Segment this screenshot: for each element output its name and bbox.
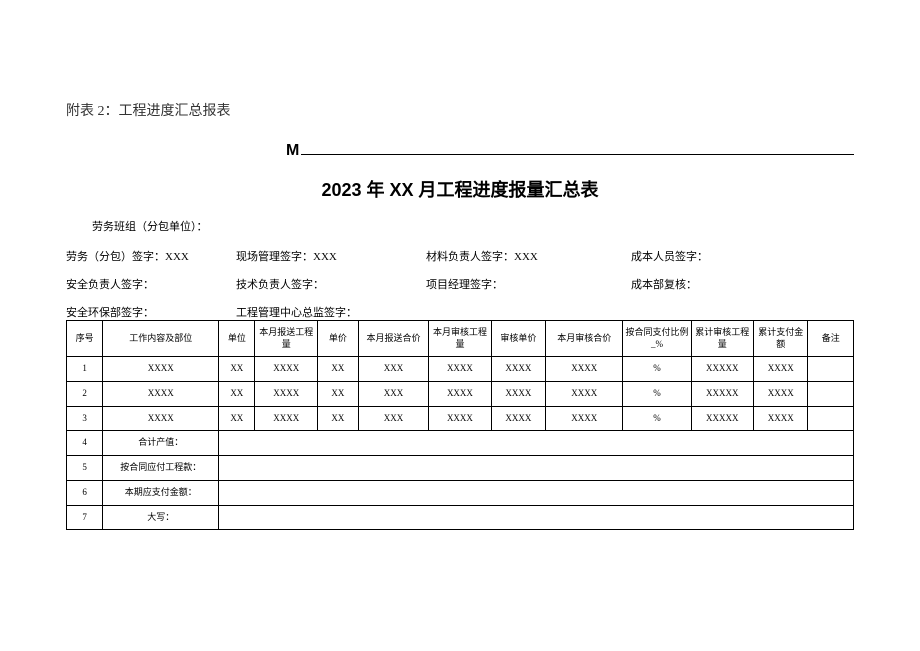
- sig-cost-review: 成本部复核：: [631, 276, 854, 292]
- summary-row: 4合计产值：: [67, 431, 854, 456]
- cell-cum_amt: XXXX: [753, 406, 808, 431]
- cell-summary-value: [219, 456, 854, 481]
- table-row: 3XXXXXXXXXXXXXXXXXXXXXXXXXXX%XXXXXXXXX: [67, 406, 854, 431]
- cell-summary-value: [219, 431, 854, 456]
- sig-row-1: 劳务（分包）签字：XXX 现场管理签字：XXX 材料负责人签字：XXX 成本人员…: [66, 248, 854, 264]
- header-note: 附表 2：工程进度汇总报表: [66, 100, 854, 120]
- sub-line: 劳务班组（分包单位）：: [66, 218, 854, 234]
- cell-qty: XXXX: [255, 382, 317, 407]
- th-qty: 本月报送工程量: [255, 321, 317, 357]
- cell-remark: [808, 406, 854, 431]
- cell-cum_qty: XXXXX: [691, 382, 753, 407]
- cell-summary-value: [219, 480, 854, 505]
- cell-price: XX: [317, 382, 358, 407]
- cell-seq: 1: [67, 357, 103, 382]
- cell-price: XX: [317, 406, 358, 431]
- cell-total: XXX: [358, 382, 428, 407]
- cell-summary-value: [219, 505, 854, 530]
- th-unit: 单位: [219, 321, 255, 357]
- cell-unit: XX: [219, 382, 255, 407]
- th-audit-qty: 本月审核工程量: [429, 321, 491, 357]
- cell-cum_qty: XXXXX: [691, 357, 753, 382]
- sig-site: 现场管理签字：XXX: [236, 248, 426, 264]
- th-remark: 备注: [808, 321, 854, 357]
- table-row: 1XXXXXXXXXXXXXXXXXXXXXXXXXXX%XXXXXXXXX: [67, 357, 854, 382]
- main-title: 2023 年 XX 月工程进度报量汇总表: [66, 176, 854, 202]
- cell-content: XXXX: [103, 382, 219, 407]
- cell-summary-label: 大写：: [103, 505, 219, 530]
- sig-labor: 劳务（分包）签字：XXX: [66, 248, 236, 264]
- cell-summary-label: 按合同应付工程款：: [103, 456, 219, 481]
- th-cum-amt: 累计支付金额: [753, 321, 808, 357]
- cell-total: XXX: [358, 406, 428, 431]
- table-row: 2XXXXXXXXXXXXXXXXXXXXXXXXXXX%XXXXXXXXX: [67, 382, 854, 407]
- cell-seq: 3: [67, 406, 103, 431]
- cell-audit_price: XXXX: [491, 357, 546, 382]
- cell-summary-label: 本期应支付金额：: [103, 480, 219, 505]
- cell-ratio: %: [623, 382, 691, 407]
- table-header-row: 序号 工作内容及部位 单位 本月报送工程量 单价 本月报送合价 本月审核工程量 …: [67, 321, 854, 357]
- cell-ratio: %: [623, 357, 691, 382]
- sig-safety-env: 安全环保部签字：: [66, 304, 236, 320]
- cell-unit: XX: [219, 357, 255, 382]
- cell-seq: 4: [67, 431, 103, 456]
- sig-pm: 项目经理签字：: [426, 276, 631, 292]
- cell-audit_qty: XXXX: [429, 406, 491, 431]
- cell-qty: XXXX: [255, 406, 317, 431]
- th-price: 单价: [317, 321, 358, 357]
- m-label: M: [286, 142, 299, 160]
- cell-price: XX: [317, 357, 358, 382]
- cell-remark: [808, 357, 854, 382]
- th-cum-qty: 累计审核工程量: [691, 321, 753, 357]
- sig-safety: 安全负责人签字：: [66, 276, 236, 292]
- cell-seq: 6: [67, 480, 103, 505]
- summary-row: 7大写：: [67, 505, 854, 530]
- cell-audit_qty: XXXX: [429, 357, 491, 382]
- sig-row-3: 安全环保部签字： 工程管理中心总监签字：: [66, 304, 854, 320]
- m-underline: [301, 154, 854, 155]
- cell-summary-label: 合计产值：: [103, 431, 219, 456]
- th-audit-total: 本月审核合价: [546, 321, 623, 357]
- summary-row: 5按合同应付工程款：: [67, 456, 854, 481]
- sig-cost: 成本人员签字：: [631, 248, 854, 264]
- cell-content: XXXX: [103, 357, 219, 382]
- th-ratio: 按合同支付比例_%: [623, 321, 691, 357]
- m-line: M: [286, 142, 854, 160]
- sig-engineering-director: 工程管理中心总监签字：: [236, 304, 496, 320]
- cell-audit_price: XXXX: [491, 382, 546, 407]
- cell-audit_qty: XXXX: [429, 382, 491, 407]
- cell-remark: [808, 382, 854, 407]
- th-total: 本月报送合价: [358, 321, 428, 357]
- cell-audit_total: XXXX: [546, 406, 623, 431]
- sig-row-2: 安全负责人签字： 技术负责人签字： 项目经理签字： 成本部复核：: [66, 276, 854, 292]
- cell-cum_amt: XXXX: [753, 382, 808, 407]
- table-body: 1XXXXXXXXXXXXXXXXXXXXXXXXXXX%XXXXXXXXX2X…: [67, 357, 854, 530]
- cell-qty: XXXX: [255, 357, 317, 382]
- cell-audit_total: XXXX: [546, 382, 623, 407]
- th-seq: 序号: [67, 321, 103, 357]
- cell-ratio: %: [623, 406, 691, 431]
- cell-seq: 2: [67, 382, 103, 407]
- sig-material: 材料负责人签字：XXX: [426, 248, 631, 264]
- cell-seq: 5: [67, 456, 103, 481]
- cell-content: XXXX: [103, 406, 219, 431]
- cell-unit: XX: [219, 406, 255, 431]
- th-audit-price: 审核单价: [491, 321, 546, 357]
- cell-total: XXX: [358, 357, 428, 382]
- cell-cum_amt: XXXX: [753, 357, 808, 382]
- progress-table: 序号 工作内容及部位 单位 本月报送工程量 单价 本月报送合价 本月审核工程量 …: [66, 320, 854, 530]
- sig-tech: 技术负责人签字：: [236, 276, 426, 292]
- cell-audit_total: XXXX: [546, 357, 623, 382]
- th-content: 工作内容及部位: [103, 321, 219, 357]
- cell-cum_qty: XXXXX: [691, 406, 753, 431]
- cell-audit_price: XXXX: [491, 406, 546, 431]
- summary-row: 6本期应支付金额：: [67, 480, 854, 505]
- cell-seq: 7: [67, 505, 103, 530]
